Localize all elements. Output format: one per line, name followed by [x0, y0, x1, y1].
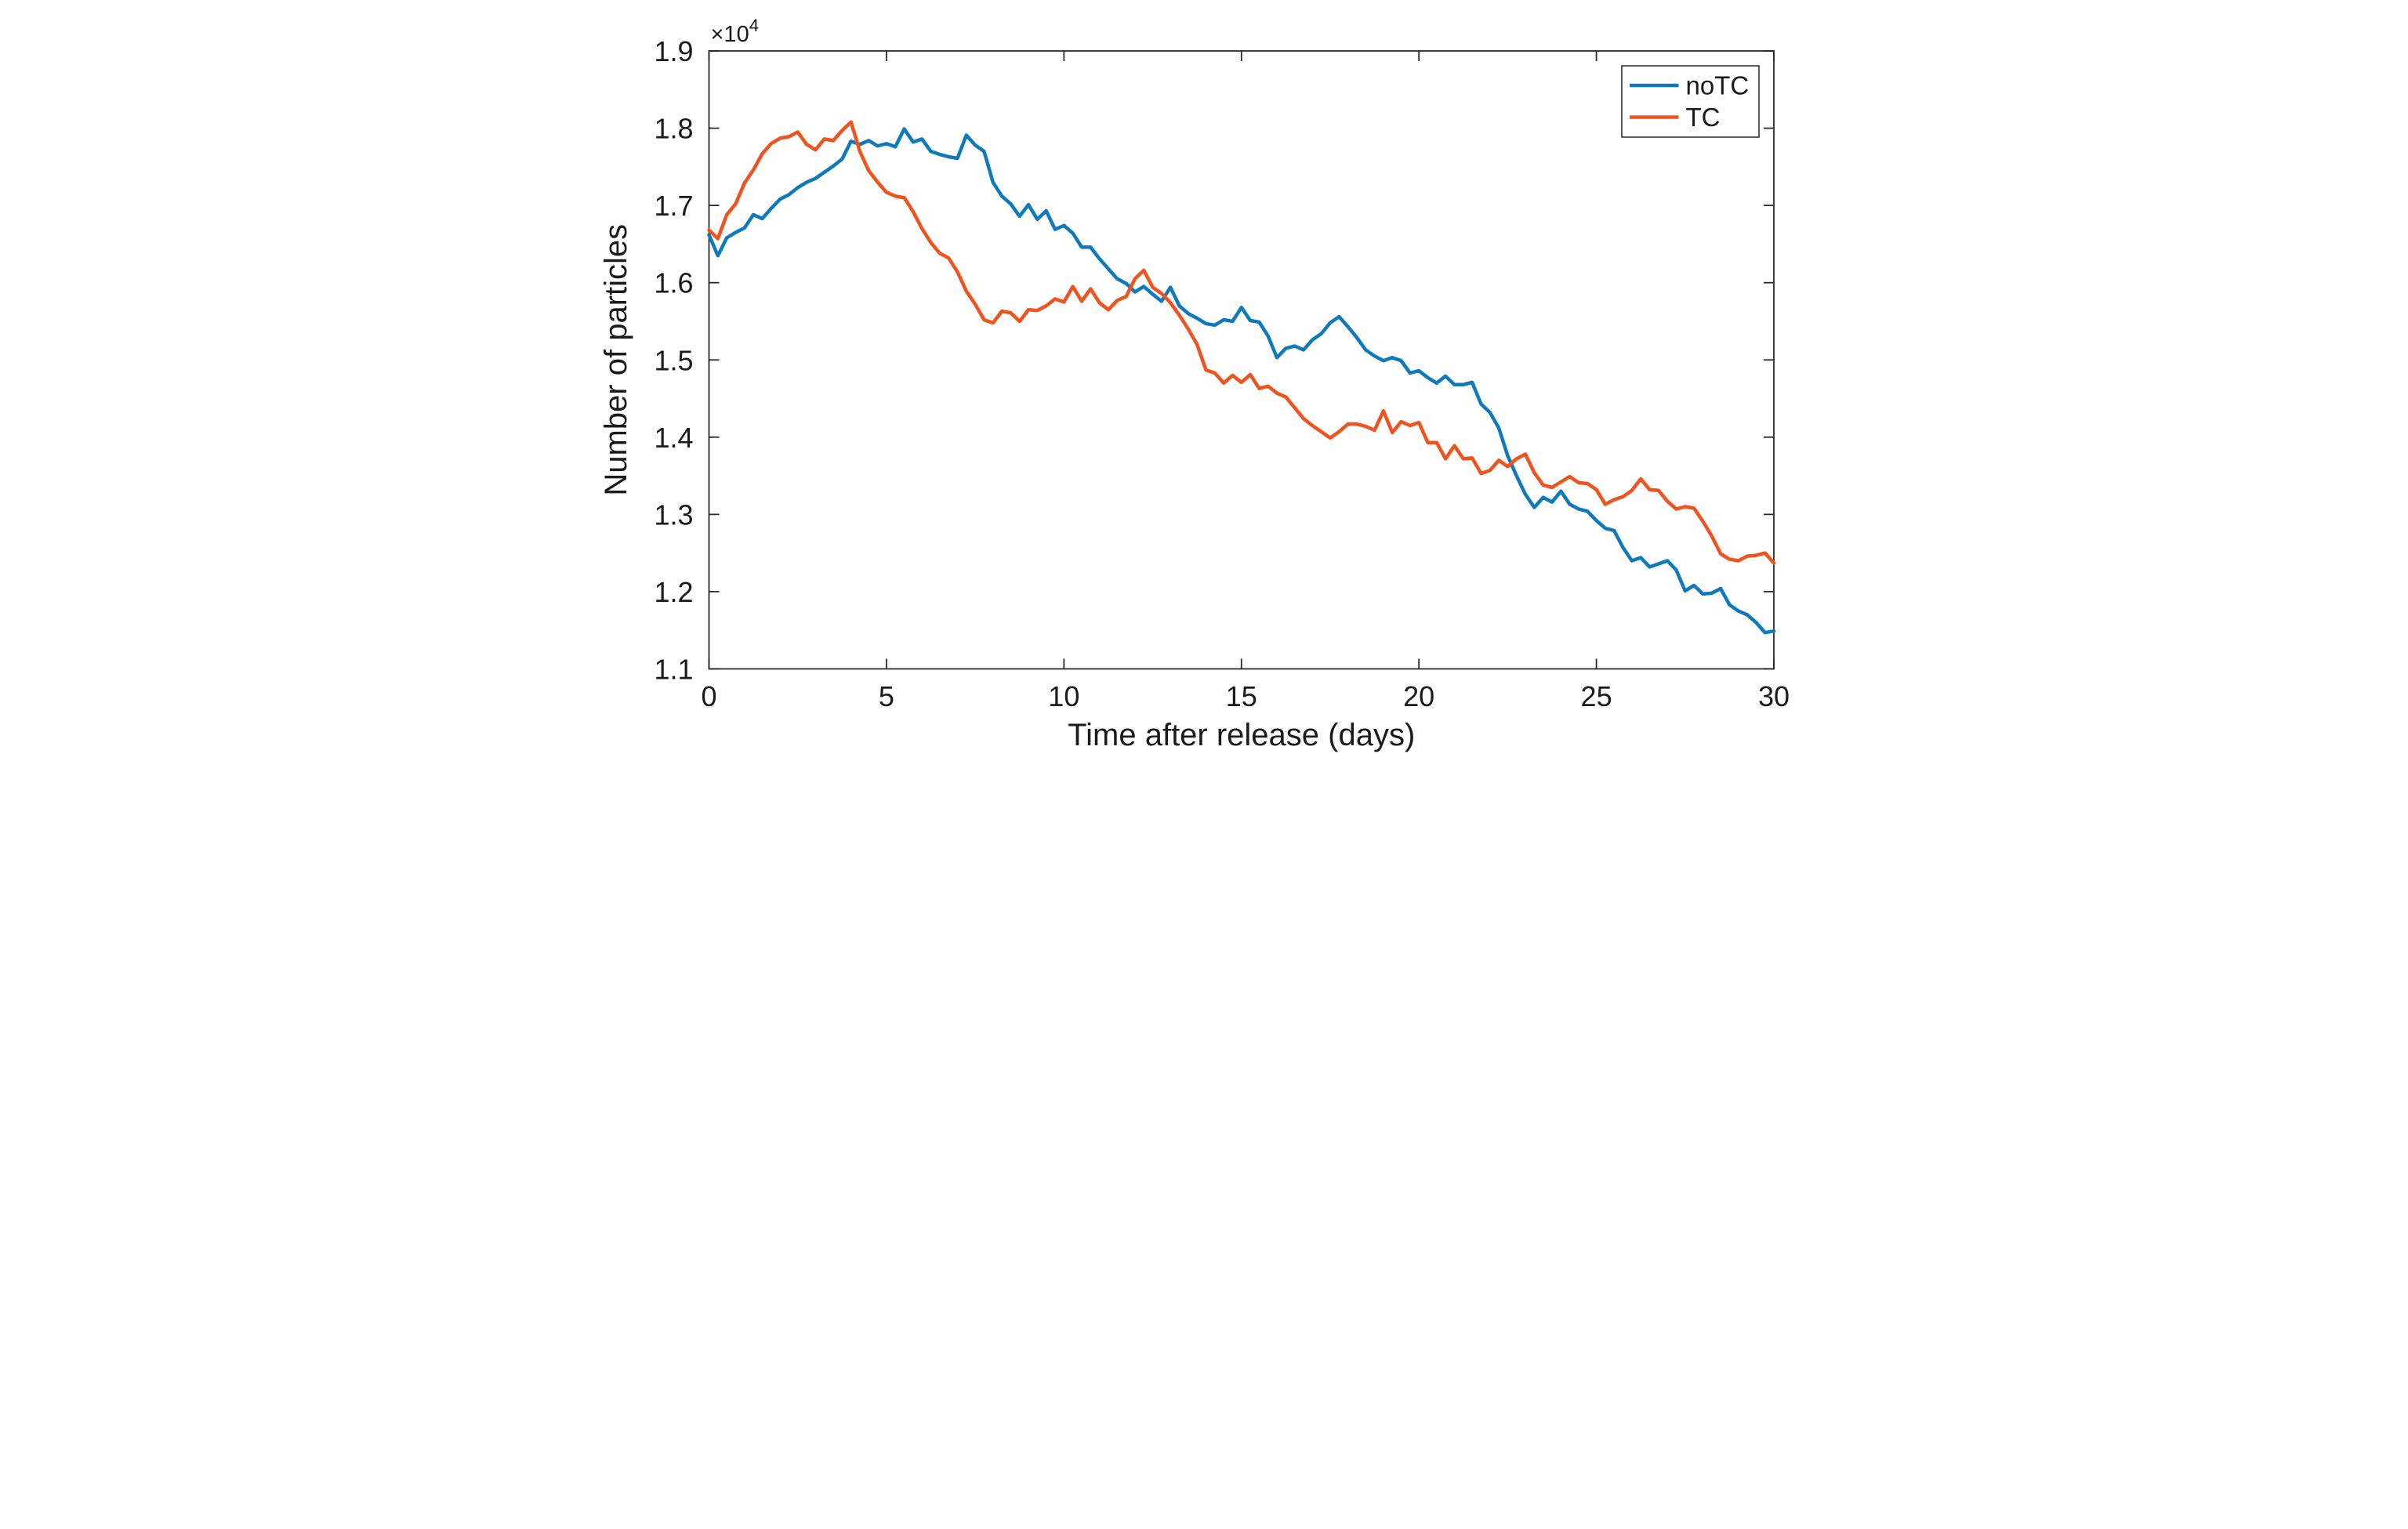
x-tick-label: 10 — [1048, 680, 1079, 712]
series-noTC-line — [707, 127, 1776, 635]
x-tick-label: 0 — [701, 680, 716, 712]
x-axis: 0 5 10 15 20 25 30 — [701, 51, 1790, 712]
y-tick-label: 1.3 — [654, 498, 693, 531]
matlab-figure: 0 5 10 15 20 25 30 1.1 1.2 1.3 1.4 1.5 1.6 1.7 1.8 1.9 ×… — [602, 0, 1806, 765]
y-tick-label: 1.8 — [654, 113, 693, 145]
x-tick-label: 15 — [1226, 680, 1257, 712]
y-axis-exponent-label: ×104 — [711, 16, 759, 47]
y-tick-label: 1.6 — [654, 267, 693, 299]
x-tick-label: 5 — [879, 680, 894, 712]
y-tick-label: 1.4 — [654, 422, 693, 454]
x-tick-label: 30 — [1758, 680, 1790, 712]
legend-label-TC: TC — [1686, 103, 1721, 132]
y-tick-label: 1.2 — [654, 576, 693, 608]
x-tick-label: 25 — [1581, 680, 1612, 712]
y-tick-label: 1.5 — [654, 344, 693, 376]
x-tick-label: 20 — [1403, 680, 1434, 712]
plot-box — [708, 50, 1775, 670]
legend: noTC TC — [1621, 65, 1760, 138]
series-TC-line — [707, 120, 1776, 565]
line-chart: 0 5 10 15 20 25 30 1.1 1.2 1.3 1.4 1.5 1.6 1.7 1.8 1.9 ×… — [602, 0, 1806, 765]
y-axis: 1.1 1.2 1.3 1.4 1.5 1.6 1.7 1.8 1.9 — [654, 35, 1774, 686]
y-tick-label: 1.7 — [654, 190, 693, 222]
y-tick-label: 1.9 — [654, 35, 693, 67]
y-axis-title: Number of particles — [602, 224, 633, 496]
y-tick-label: 1.1 — [654, 654, 693, 686]
legend-label-noTC: noTC — [1686, 71, 1750, 100]
x-axis-title: Time after release (days) — [1068, 718, 1415, 752]
legend-box — [1621, 65, 1760, 138]
